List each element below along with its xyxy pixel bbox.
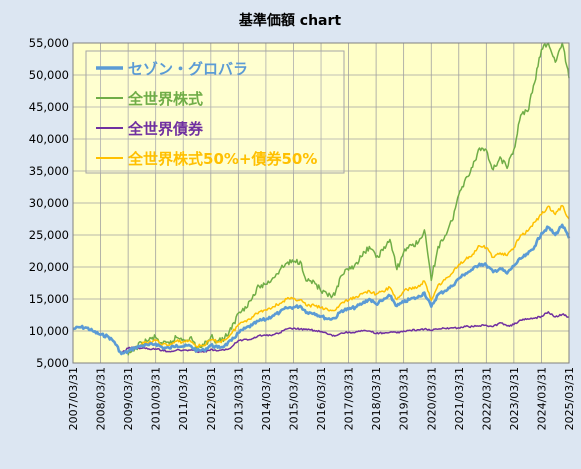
y-tick-label: 5,000 xyxy=(36,356,69,370)
x-tick-label: 2020/03/31 xyxy=(425,367,438,430)
plot-border xyxy=(72,42,570,364)
series-line-0 xyxy=(72,223,571,356)
x-tick-label: 2024/03/31 xyxy=(535,367,548,430)
x-tick-label: 2016/03/31 xyxy=(315,367,328,430)
x-tick-label: 2009/03/31 xyxy=(122,367,135,430)
y-tick-label: 20,000 xyxy=(29,260,69,274)
x-tick-label: 2021/03/31 xyxy=(453,367,466,430)
x-tick-label: 2014/03/31 xyxy=(260,367,273,430)
x-tick-label: 2019/03/31 xyxy=(398,367,411,430)
y-tick-label: 55,000 xyxy=(29,36,69,50)
y-tick-label: 45,000 xyxy=(29,100,69,114)
x-tick-label: 2022/03/31 xyxy=(480,367,493,430)
x-tick-label: 2013/03/31 xyxy=(232,367,245,430)
x-axis: 2007/03/31 2008/03/31 2009/03/31 2010/03/31… xyxy=(67,367,576,430)
y-tick-label: 15,000 xyxy=(29,292,69,306)
x-tick-label: 2023/03/31 xyxy=(508,367,521,430)
x-tick-label: 2017/03/31 xyxy=(343,367,356,430)
legend-label-0: セゾン・グロバラ xyxy=(128,60,248,78)
y-tick-label: 40,000 xyxy=(29,132,69,146)
legend-label-2: 全世界債券 xyxy=(127,120,204,138)
y-tick-label: 10,000 xyxy=(29,324,69,338)
y-tick-label: 35,000 xyxy=(29,164,69,178)
legend-label-1: 全世界株式 xyxy=(127,90,203,108)
chart-title: 基準価額 chart xyxy=(239,12,341,29)
x-tick-label: 2010/03/31 xyxy=(150,367,163,430)
x-tick-label: 2018/03/31 xyxy=(370,367,383,430)
x-tick-label: 2011/03/31 xyxy=(177,367,190,430)
x-tick-label: 2025/03/31 xyxy=(563,367,576,430)
y-tick-label: 25,000 xyxy=(29,228,69,242)
series-line-3 xyxy=(127,204,570,354)
series-group xyxy=(72,42,571,356)
legend-label-3: 全世界株式50%+債券50% xyxy=(127,150,317,168)
x-tick-label: 2015/03/31 xyxy=(287,367,300,430)
legend-box xyxy=(85,50,345,174)
x-tick-label: 2007/03/31 xyxy=(67,367,80,430)
x-tick-label: 2008/03/31 xyxy=(95,367,108,430)
x-tick-label: 2012/03/31 xyxy=(205,367,218,430)
y-tick-label: 50,000 xyxy=(29,68,69,82)
y-axis: 5,000 10,000 15,000 20,000 25,000 30,000 35,00… xyxy=(29,36,69,370)
series-line-1 xyxy=(127,42,570,356)
y-tick-label: 30,000 xyxy=(29,196,69,210)
